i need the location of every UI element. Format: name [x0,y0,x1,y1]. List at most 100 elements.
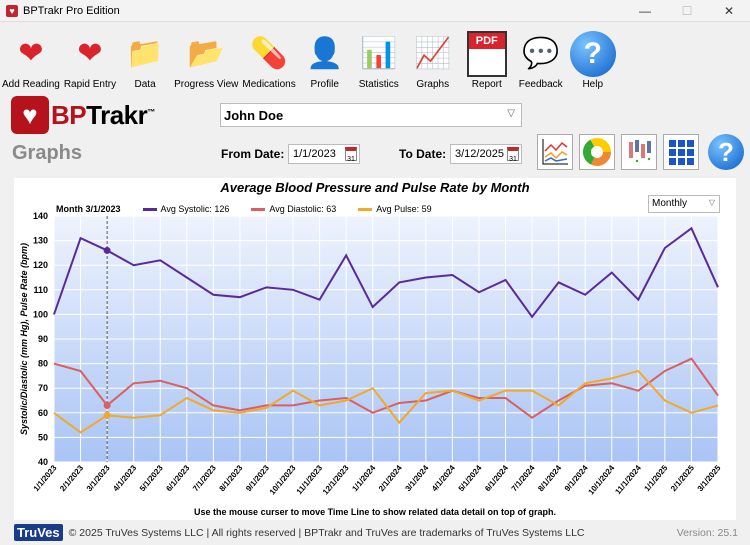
x-tick-label: 3/1/2023 [85,463,112,493]
footer: TruVes © 2025 TruVes Systems LLC | All r… [0,520,750,545]
toolbar-label: Add Reading [2,79,60,90]
title-bar: ♥ BPTrakr Pro Edition — ☐ ✕ [0,0,750,22]
to-date-value: 3/12/2025 [455,148,504,160]
legend-swatch-diastolic [251,207,266,211]
x-tick-label: 8/1/2023 [218,463,245,493]
y-tick-label: 140 [33,211,48,221]
logo-trakr: Trakr [86,99,148,130]
pie-chart-button[interactable] [579,134,615,170]
toolbar-pdf-report-button[interactable]: PDF Report [460,24,514,90]
toolbar-statistics-button[interactable]: 📊 Statistics [352,24,406,91]
chart-legend: Month 3/1/2023 Avg Systolic: 126 Avg Dia… [56,204,432,214]
toolbar-label: Help [582,79,604,90]
toolbar-data-button[interactable]: 📁 Data [118,24,172,91]
x-tick-label: 8/1/2024 [536,463,563,493]
toolbar-graphs-button[interactable]: 📈 Graphs [406,24,460,91]
cursor-point-avg-pulse [103,411,111,419]
statistics-icon: 📊 [360,36,398,70]
chart-hint: Use the mouse curser to move Time Line t… [194,507,556,517]
toolbar-help-button[interactable]: ? Help [568,24,618,90]
candlestick-icon [629,140,651,163]
toolbar-label: Rapid Entry [63,79,117,90]
y-tick-label: 120 [33,260,48,270]
to-date-input[interactable]: 3/12/2025 31 [450,144,522,164]
medications-icon: 💊 [250,36,288,70]
candlestick-chart-button[interactable] [621,134,657,170]
data-icon: 📁 [126,36,164,70]
legend-swatch-systolic [142,207,157,211]
minimize-button[interactable]: — [639,4,651,18]
calendar-icon[interactable]: 31 [507,147,519,163]
user-select[interactable]: John Doe ▽ [220,103,522,127]
calendar-icon[interactable]: 31 [345,147,357,163]
toolbar-label: Graphs [416,79,450,90]
chart-title: Average Blood Pressure and Pulse Rate by… [220,180,530,195]
toolbar-add-reading-button[interactable]: ❤ Add Reading [0,24,62,91]
x-tick-label: 12/1/2023 [321,463,351,496]
graphs-icon: 📈 [414,36,452,70]
y-tick-label: 90 [38,334,48,344]
legend-systolic: Avg Systolic: 126 [160,204,230,214]
x-tick-label: 2/1/2024 [377,463,404,493]
x-tick-label: 9/1/2024 [563,463,590,493]
toolbar-progress-view-button[interactable]: 📂 Progress View [172,24,240,91]
pdf-label: PDF [468,33,505,49]
series-line-avg-pulse [53,369,719,434]
feedback-icon: 💬 [522,36,560,70]
chevron-down-icon: ▽ [507,108,515,119]
x-tick-label: 1/1/2025 [643,463,670,493]
series-line-avg-diastolic [53,357,719,419]
app-icon: ♥ [6,4,18,17]
close-button[interactable]: ✕ [723,4,735,18]
x-tick-label: 7/1/2023 [191,463,218,493]
y-tick-label: 100 [33,309,48,319]
page-title: Graphs [12,142,83,164]
x-tick-label: 2/1/2025 [669,463,696,493]
cursor-point-avg-systolic [103,246,111,254]
x-tick-label: 10/1/2023 [268,463,298,496]
graph-help-button[interactable]: ? [708,134,744,170]
x-tick-label: 9/1/2023 [244,463,271,493]
toolbar-label: Progress View [174,79,239,90]
line-chart-icon [542,139,568,165]
toolbar-label: Report [471,79,502,90]
x-tick-label: 3/1/2025 [696,463,723,493]
y-tick-label: 130 [33,236,48,246]
x-tick-label: 1/1/2024 [350,463,377,493]
truves-logo: TruVes [14,524,63,541]
period-select[interactable]: Monthly ▽ [648,195,720,213]
x-tick-label: 6/1/2024 [483,463,510,493]
from-date-input[interactable]: 1/1/2023 31 [288,144,360,164]
x-tick-label: 10/1/2024 [587,463,617,496]
window-title: BPTrakr Pro Edition [23,4,120,17]
x-tick-label: 5/1/2024 [457,463,484,493]
toolbar-medications-button[interactable]: 💊 Medications [240,24,297,91]
main-toolbar: ❤ Add Reading ❤ Rapid Entry 📁 Data 📂 Progress V… [0,24,618,90]
rapid-entry-icon: ❤ [77,36,103,70]
line-chart-button[interactable] [537,134,573,170]
series-line-avg-systolic [53,226,719,319]
chart-panel: 40 50 60 70 80 90 100 110 120 130 140 1/1/2023 2/1/2… [14,178,736,520]
toolbar-label: Statistics [358,79,399,90]
legend-pulse: Avg Pulse: 59 [376,204,432,214]
x-tick-label: 5/1/2023 [138,463,165,493]
x-tick-label: 2/1/2023 [58,463,85,493]
donut-chart-icon [583,138,611,166]
maximize-button[interactable]: ☐ [681,4,693,18]
x-tick-label: 1/1/2023 [32,463,59,493]
grid-view-button[interactable] [663,134,699,170]
toolbar-rapid-entry-button[interactable]: ❤ Rapid Entry [62,24,118,91]
toolbar-label: Medications [242,79,296,90]
period-select-value: Monthly [652,198,688,209]
y-tick-label: 110 [33,285,48,295]
y-tick-label: 50 [38,432,48,442]
version-text: Version: 25.1 [676,526,738,539]
y-tick-label: 60 [38,408,48,418]
toolbar-profile-button[interactable]: 👤 Profile [298,24,352,91]
y-tick-label: 80 [38,359,48,369]
x-tick-label: 7/1/2024 [510,463,537,493]
chevron-down-icon: ▽ [708,198,715,207]
legend-diastolic: Avg Diastolic: 63 [269,204,337,214]
toolbar-feedback-button[interactable]: 💬 Feedback [514,24,568,91]
